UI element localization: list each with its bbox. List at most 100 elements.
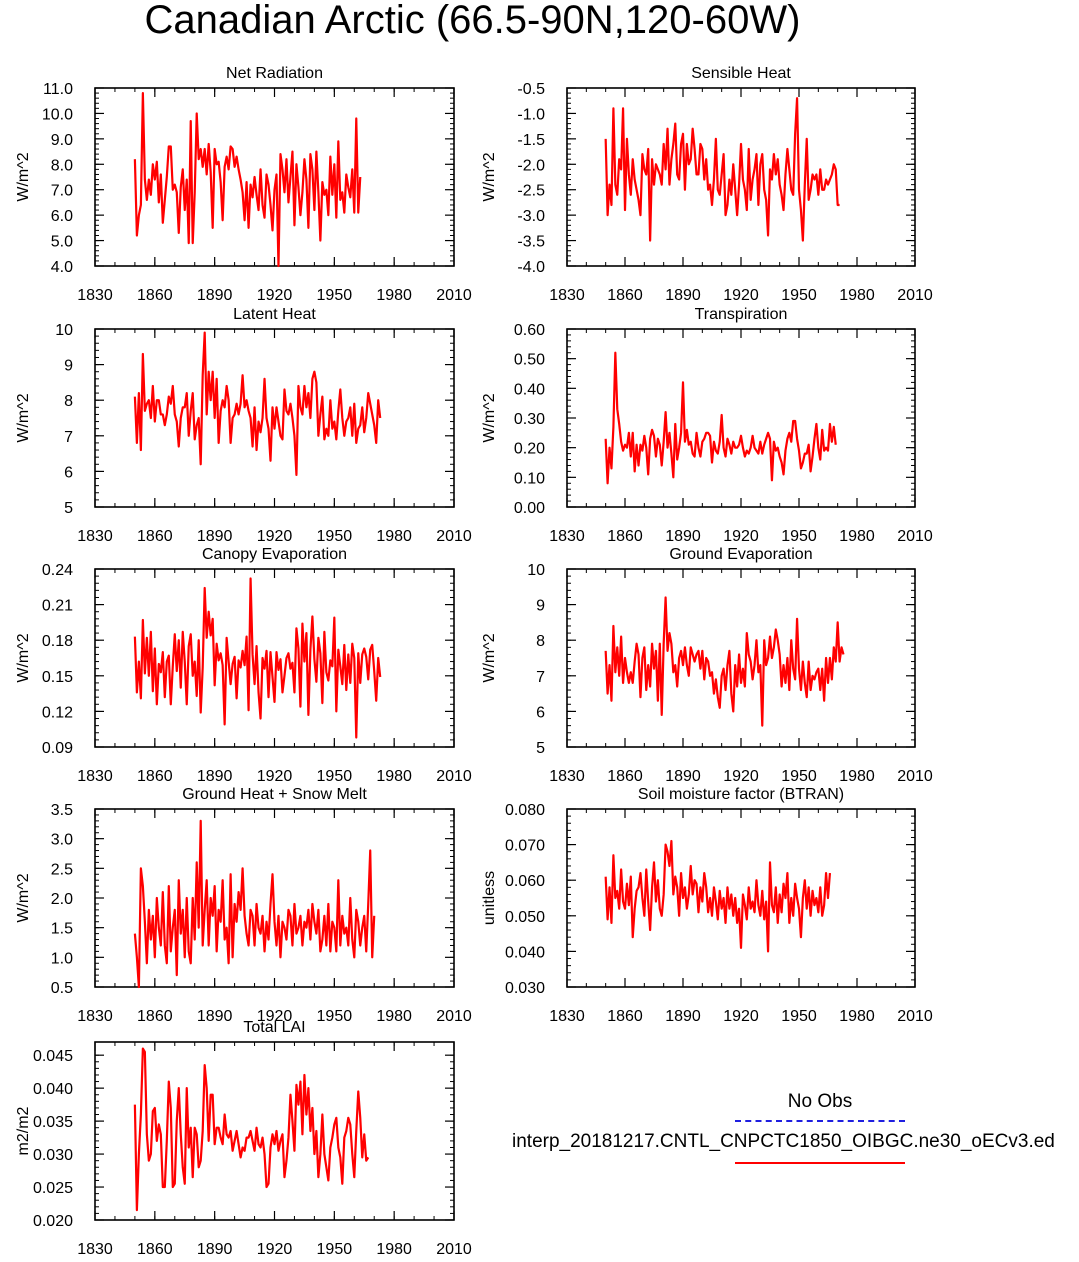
x-tick-label: 1860 (137, 1241, 173, 1258)
y-tick-label: 0.040 (33, 1081, 73, 1098)
y-tick-label: 9 (536, 598, 545, 615)
y-tick-label: 6.0 (51, 208, 73, 225)
panel-title: Soil moisture factor (BTRAN) (638, 786, 844, 803)
series-line-4 (133, 577, 382, 739)
y-tick-label: 0.30 (514, 411, 545, 428)
y-tick-label: 0.030 (505, 980, 545, 997)
x-tick-label: 1980 (839, 528, 875, 545)
y-tick-label: -2.0 (517, 157, 545, 174)
x-tick-label: 1950 (317, 528, 353, 545)
x-tick-label: 1920 (257, 1008, 293, 1025)
x-tick-label: 1920 (257, 287, 293, 304)
x-tick-label: 1890 (665, 287, 701, 304)
y-tick-label: 10 (55, 322, 73, 339)
y-tick-label: 0.60 (514, 322, 545, 339)
y-axis-label: W/m^2 (15, 633, 32, 682)
x-tick-label: 1920 (257, 528, 293, 545)
x-tick-label: 1890 (665, 768, 701, 785)
x-tick-label: 2010 (897, 528, 933, 545)
y-tick-label: 0.045 (33, 1048, 73, 1065)
y-tick-label: 10 (527, 562, 545, 579)
x-tick-label: 2010 (436, 768, 472, 785)
y-tick-label: 6 (536, 704, 545, 721)
y-tick-label: -0.5 (517, 81, 545, 98)
x-tick-label: 1830 (549, 528, 585, 545)
x-tick-label: 2010 (897, 1008, 933, 1025)
y-tick-label: 0.40 (514, 381, 545, 398)
x-tick-label: 1860 (137, 528, 173, 545)
y-tick-label: 0.035 (33, 1114, 73, 1131)
x-tick-label: 1980 (839, 1008, 875, 1025)
x-tick-label: 2010 (897, 768, 933, 785)
series-line-3 (604, 351, 837, 485)
y-axis-label: W/m^2 (481, 633, 498, 682)
x-tick-label: 1920 (723, 528, 759, 545)
legend-model-line (735, 1162, 905, 1164)
x-tick-label: 2010 (897, 287, 933, 304)
y-tick-label: -1.5 (517, 132, 545, 149)
panel-title: Net Radiation (226, 65, 323, 82)
series-line-7 (604, 839, 832, 953)
x-tick-label: 2010 (436, 1008, 472, 1025)
x-tick-label: 1830 (549, 1008, 585, 1025)
y-tick-label: 0.10 (514, 470, 545, 487)
y-tick-label: 0.040 (505, 944, 545, 961)
x-tick-label: 1950 (317, 1241, 353, 1258)
x-tick-label: 1830 (77, 1241, 113, 1258)
y-tick-label: 0.12 (42, 704, 73, 721)
legend-obs-line (735, 1120, 905, 1122)
panel-title: Canopy Evaporation (202, 546, 347, 563)
y-tick-label: 1.5 (51, 921, 73, 938)
y-tick-label: 8 (536, 633, 545, 650)
x-tick-label: 2010 (436, 1241, 472, 1258)
legend-model-label: interp_20181217.CNTL_CNPCTC1850_OIBGC.ne… (512, 1131, 1055, 1152)
x-tick-label: 1890 (197, 1241, 233, 1258)
y-tick-label: 0.21 (42, 598, 73, 615)
x-tick-label: 1890 (197, 287, 233, 304)
y-tick-label: -3.0 (517, 208, 545, 225)
x-tick-label: 1920 (257, 768, 293, 785)
y-tick-label: 0.09 (42, 740, 73, 757)
plot-frame-8 (94, 1041, 455, 1221)
x-tick-label: 1860 (607, 1008, 643, 1025)
x-tick-label: 1890 (665, 528, 701, 545)
x-tick-label: 1950 (781, 528, 817, 545)
x-tick-label: 2010 (436, 528, 472, 545)
plot-frame-0 (94, 87, 455, 267)
x-tick-label: 2010 (436, 287, 472, 304)
y-tick-label: 3.5 (51, 802, 73, 819)
x-tick-label: 1830 (549, 287, 585, 304)
y-tick-label: 0.20 (514, 441, 545, 458)
panel-title: Transpiration (695, 306, 788, 323)
y-tick-label: 9.0 (51, 132, 73, 149)
y-tick-label: 0.020 (33, 1213, 73, 1230)
y-tick-label: 5 (536, 740, 545, 757)
x-tick-label: 1830 (77, 1008, 113, 1025)
y-axis-label: m2/m2 (15, 1106, 32, 1155)
x-tick-label: 1950 (317, 287, 353, 304)
y-axis-label: W/m^2 (15, 393, 32, 442)
y-tick-label: 1.0 (51, 950, 73, 967)
x-tick-label: 1950 (781, 1008, 817, 1025)
y-tick-label: 4.0 (51, 259, 73, 276)
y-tick-label: -4.0 (517, 259, 545, 276)
y-tick-label: 9 (64, 358, 73, 375)
y-tick-label: 0.050 (505, 909, 545, 926)
y-tick-label: -2.5 (517, 183, 545, 200)
x-tick-label: 1860 (137, 768, 173, 785)
y-tick-label: -3.5 (517, 234, 545, 251)
y-tick-label: 7 (64, 429, 73, 446)
y-tick-label: 0.025 (33, 1180, 73, 1197)
y-tick-label: 8 (64, 393, 73, 410)
x-tick-label: 1890 (197, 1008, 233, 1025)
y-tick-label: 2.5 (51, 861, 73, 878)
x-tick-label: 1830 (549, 768, 585, 785)
x-tick-label: 1920 (723, 1008, 759, 1025)
x-tick-label: 1980 (839, 287, 875, 304)
y-axis-label: W/m^2 (481, 152, 498, 201)
x-tick-label: 1890 (197, 528, 233, 545)
x-tick-label: 1980 (376, 528, 412, 545)
y-tick-label: 8.0 (51, 157, 73, 174)
panel-title: Ground Heat + Snow Melt (182, 786, 367, 803)
